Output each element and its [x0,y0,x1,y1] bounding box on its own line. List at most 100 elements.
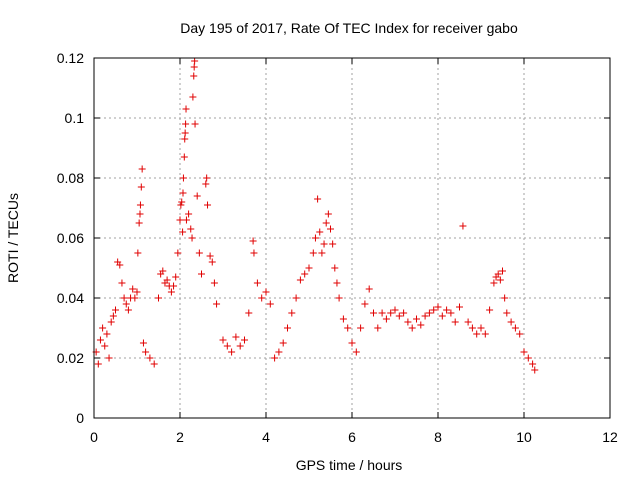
data-point [507,318,515,326]
data-point [193,192,201,200]
data-point [511,324,519,332]
data-point [524,354,532,362]
data-point [374,324,382,332]
data-point [316,228,324,236]
data-point [296,276,304,284]
data-point [107,318,115,326]
data-point [417,321,425,329]
y-tick-label: 0.06 [57,230,84,246]
data-point [468,324,476,332]
data-point [499,267,506,275]
data-point [335,294,343,302]
data-point [101,342,109,350]
data-point [176,216,184,224]
data-point [210,279,218,287]
data-point [501,294,509,302]
data-point [250,249,258,257]
x-tick-label: 10 [516,429,532,445]
data-point [284,324,291,332]
data-points [92,57,539,374]
data-point [94,360,102,368]
data-point [309,249,317,257]
data-point [486,306,494,314]
data-point [155,294,162,302]
data-point [185,210,193,218]
data-point [135,219,143,227]
data-point [408,324,416,332]
data-point [105,354,113,362]
data-point [262,288,270,296]
data-point [490,279,498,287]
data-point [182,120,190,128]
plot-frame [93,57,611,419]
data-point [133,288,141,296]
data-point [329,240,337,248]
data-point [191,57,199,65]
data-point [438,312,446,320]
data-point [178,198,186,206]
data-point [421,312,429,320]
data-point [124,306,132,314]
data-point [249,237,257,245]
data-point [179,174,187,182]
tick-layer: 0 0.02 0.04 0.06 0.08 0.1 0.12 0 2 4 6 8 10 12 [57,50,618,445]
x-tick-label: 6 [348,429,356,445]
data-point [322,219,330,227]
data-point [182,216,190,224]
data-point [318,249,326,257]
data-point [228,348,236,356]
data-point [138,165,146,173]
data-point [279,339,287,347]
data-point [96,336,104,344]
x-tick-label: 2 [176,429,184,445]
data-point [382,315,390,323]
data-point [464,318,472,326]
data-point [477,324,485,332]
data-point [190,72,198,80]
x-tick-label: 12 [602,429,618,445]
data-point [170,282,178,290]
data-point [292,294,300,302]
data-point [136,210,144,218]
data-point [204,201,212,209]
data-point [99,324,107,332]
data-point [219,336,227,344]
data-point [400,309,408,317]
data-point [136,201,144,209]
data-point [348,339,356,347]
data-point [378,309,386,317]
data-point [213,300,221,308]
data-point [288,309,296,317]
y-tick-label: 0.12 [57,50,84,66]
data-point [179,189,187,197]
data-point [181,129,189,137]
data-point [139,339,147,347]
data-point [516,330,524,338]
data-point [451,318,459,326]
data-point [129,285,137,293]
data-point [142,348,150,356]
data-point [365,285,373,293]
data-point [327,225,334,233]
x-tick-label: 8 [434,429,442,445]
data-point [122,300,130,308]
data-point [179,228,187,236]
data-point [195,249,203,257]
data-point [112,306,119,314]
data-point [413,315,420,323]
data-point [172,273,180,281]
data-point [187,225,195,233]
data-point [496,276,504,284]
data-point [503,309,511,317]
data-point [223,342,231,350]
data-point [177,201,185,209]
data-point [137,183,145,191]
data-point [271,354,279,362]
data-point [459,222,467,230]
data-point [198,270,205,278]
data-point [529,360,537,368]
data-point [314,195,322,203]
data-point [443,306,451,314]
data-point [473,330,481,338]
data-point [301,270,309,278]
